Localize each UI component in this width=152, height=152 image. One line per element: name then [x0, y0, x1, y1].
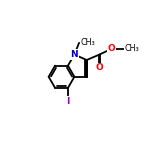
Text: O: O — [108, 44, 116, 53]
Text: O: O — [96, 64, 103, 73]
Text: CH₃: CH₃ — [125, 44, 140, 53]
Text: CH₃: CH₃ — [80, 38, 95, 47]
Text: I: I — [66, 97, 70, 106]
Text: N: N — [71, 50, 78, 59]
